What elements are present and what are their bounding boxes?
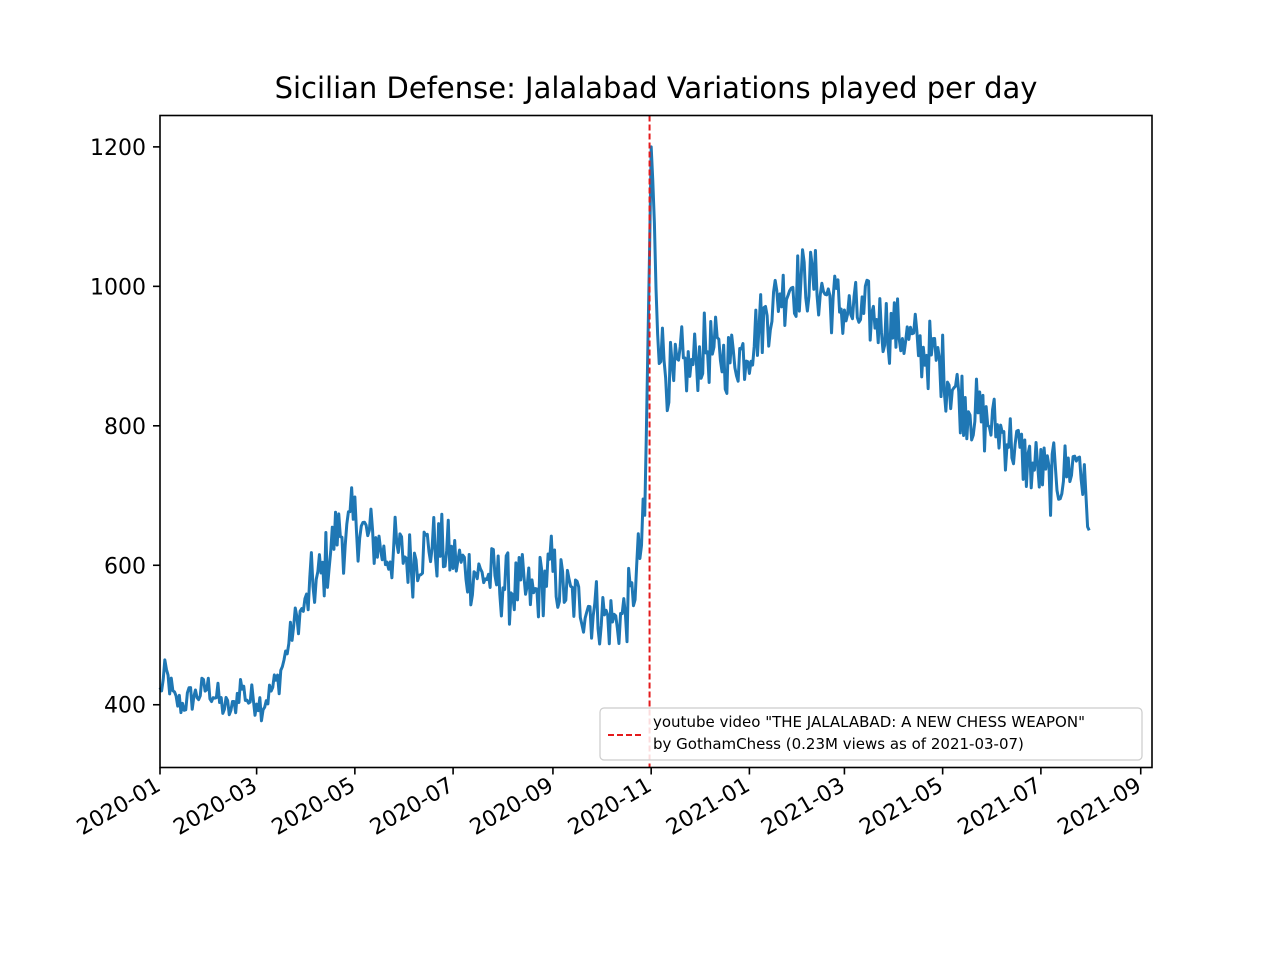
y-tick-label: 1200 (90, 136, 146, 161)
y-tick-label: 800 (104, 415, 146, 440)
x-tick-label: 2021-03 (757, 773, 849, 841)
axes-frame (159, 114, 1153, 769)
x-tick-label: 2021-07 (954, 773, 1046, 841)
plot-area (158, 145, 1091, 723)
x-tick-label: 2020-09 (466, 773, 558, 841)
x-tick-label: 2021-01 (662, 773, 754, 841)
x-tick-label: 2020-03 (170, 773, 262, 841)
x-axis: 2020-01 2020-03 2020-05 2020-07 2020-09 2020-… (73, 767, 1146, 841)
series-line (158, 145, 1091, 723)
x-tick-label: 2020-01 (73, 773, 165, 841)
legend: youtube video "THE JALALABAD: A NEW CHES… (599, 707, 1143, 761)
y-tick-label: 400 (104, 694, 146, 719)
x-tick-label: 2020-11 (564, 773, 656, 841)
x-tick-label: 2020-07 (366, 773, 458, 841)
chart-title: Sicilian Defense: Jalalabad Variations p… (275, 71, 1038, 105)
x-tick-label: 2020-05 (268, 773, 360, 841)
legend-box (599, 707, 1143, 761)
x-tick-label: 2021-05 (856, 773, 948, 841)
legend-label-line-1: youtube video "THE JALALABAD: A NEW CHES… (653, 713, 1085, 731)
legend-label-line-2: by GothamChess (0.23M views as of 2021-0… (653, 735, 1024, 753)
y-tick-label: 1000 (90, 275, 146, 300)
x-tick-label: 2021-09 (1054, 773, 1146, 841)
y-tick-label: 600 (104, 554, 146, 579)
y-axis: 400 600 800 1000 1200 (90, 136, 160, 719)
